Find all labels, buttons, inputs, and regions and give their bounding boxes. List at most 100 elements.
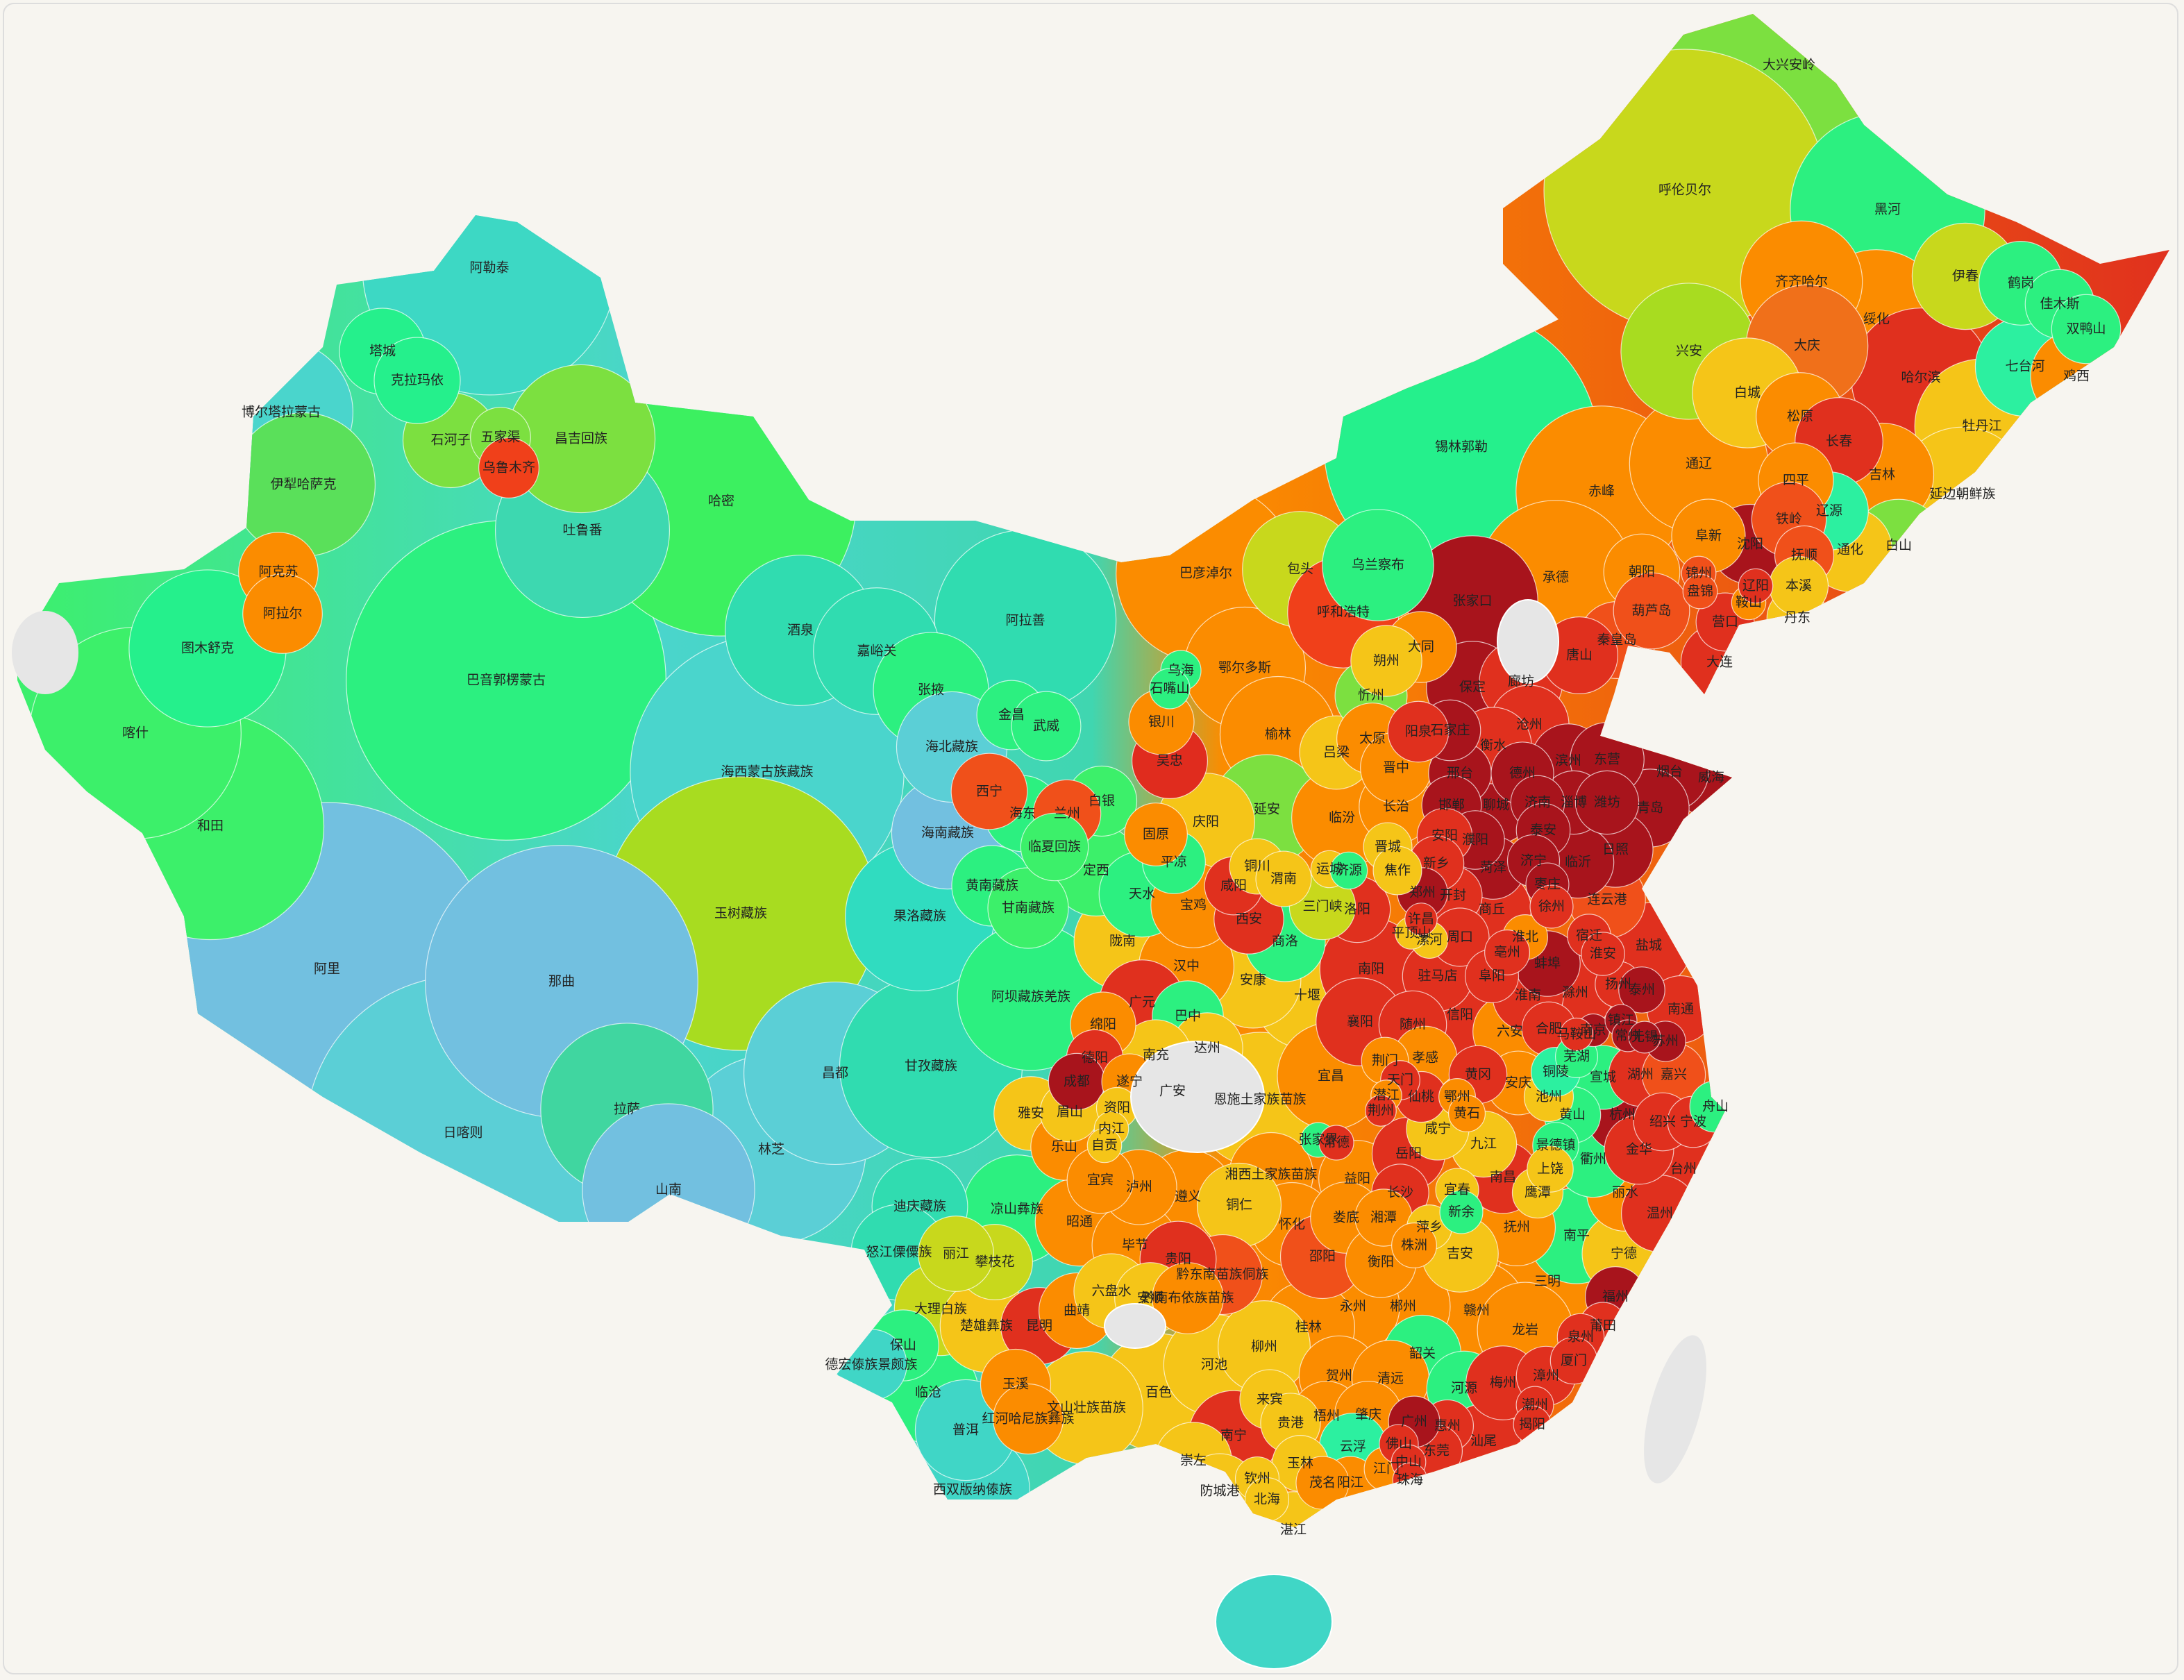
- region-label: 漳州: [1533, 1368, 1559, 1384]
- region-label: 定西: [1083, 863, 1109, 878]
- region-label: 韶关: [1409, 1346, 1436, 1361]
- region-label: 烟台: [1656, 764, 1683, 780]
- region-label: 淮北: [1512, 930, 1538, 945]
- region-label: 阜新: [1695, 528, 1722, 544]
- region-label: 西安: [1236, 912, 1262, 927]
- region: [1738, 568, 1774, 604]
- region-label: 苏州: [1652, 1034, 1679, 1049]
- region-label: 辽阳: [1742, 578, 1769, 594]
- region-label: 嘉峪关: [857, 644, 896, 659]
- region-label: 银川: [1148, 714, 1175, 730]
- region-label: 德宏傣族景颇族: [825, 1357, 917, 1372]
- region-label: 永州: [1340, 1299, 1366, 1314]
- region: [1086, 1127, 1123, 1164]
- region-label: 黄南藏族: [966, 878, 1018, 893]
- region: [1613, 572, 1690, 650]
- region: [1529, 884, 1574, 929]
- region-label: 扬州: [1605, 977, 1631, 992]
- region-label: 哈密: [708, 494, 734, 509]
- region-label: 咸阳: [1220, 878, 1247, 893]
- region-label: 乌海: [1168, 663, 1194, 678]
- region: [1322, 509, 1434, 621]
- region-label: 黑河: [1874, 202, 1901, 217]
- region-label: 孝感: [1412, 1050, 1438, 1066]
- region-label: 阿勒泰: [469, 260, 509, 276]
- region-label: 襄阳: [1347, 1014, 1373, 1030]
- region-label: 湘西土家族苗族: [1225, 1167, 1317, 1182]
- region-label: 牡丹江: [1962, 419, 2001, 434]
- region: [992, 1383, 1064, 1455]
- region-label: 恩施土家族苗族: [1213, 1092, 1306, 1107]
- region-label: 上饶: [1537, 1161, 1563, 1177]
- no-data-area: [1497, 599, 1559, 684]
- region-label: 朔州: [1373, 653, 1400, 669]
- region-label: 山南: [655, 1182, 682, 1198]
- region-label: 承德: [1543, 570, 1569, 585]
- region-label: 朝阳: [1629, 564, 1655, 580]
- region-label: 广州: [1401, 1414, 1427, 1429]
- region-label: 宿迁: [1576, 928, 1602, 943]
- region: [1255, 850, 1312, 907]
- region-label: 延安: [1254, 802, 1280, 817]
- region-label: 巴音郭楞蒙古: [467, 673, 546, 688]
- region-label: 衢州: [1580, 1152, 1606, 1167]
- region-label: 唐山: [1566, 648, 1593, 663]
- region-label: 博尔塔拉蒙古: [242, 405, 321, 420]
- region: [1574, 770, 1640, 835]
- region-label: 新余: [1448, 1204, 1475, 1220]
- region-label: 乌鲁木齐: [482, 460, 535, 476]
- region-label: 乌兰察布: [1352, 557, 1404, 573]
- region-label: 盐城: [1636, 938, 1662, 953]
- region-label: 淮南: [1515, 988, 1541, 1003]
- region-label: 林芝: [758, 1142, 784, 1157]
- region-label: 焦作: [1384, 863, 1411, 878]
- region-label: 濮阳: [1462, 832, 1488, 848]
- region-label: 茂名: [1309, 1475, 1336, 1490]
- region-label: 娄底: [1333, 1210, 1359, 1225]
- region-label: 铜陵: [1543, 1064, 1569, 1080]
- region-layer: [17, 14, 2169, 1527]
- region-label: 怒江傈僳族: [866, 1245, 932, 1260]
- region-label: 江门: [1373, 1461, 1400, 1477]
- region-label: 曲靖: [1064, 1303, 1090, 1318]
- region-label: 渭南: [1270, 871, 1297, 887]
- region-label: 玉林: [1287, 1456, 1313, 1471]
- region-label: 厦门: [1561, 1353, 1587, 1368]
- region-label: 长春: [1826, 434, 1852, 449]
- region-label: 大兴安岭: [1763, 58, 1815, 73]
- region-label: 鞍山: [1736, 595, 1762, 610]
- region-label: 兰州: [1054, 806, 1080, 821]
- region-label: 广元: [1129, 995, 1155, 1010]
- region-label: 吕梁: [1323, 745, 1350, 760]
- region: [1628, 1020, 1661, 1054]
- region: [373, 337, 461, 424]
- region-label: 海北藏族: [925, 739, 978, 755]
- region-label: 抚州: [1504, 1220, 1530, 1235]
- region-label: 梅州: [1490, 1375, 1516, 1391]
- region-label: 许昌: [1408, 912, 1434, 927]
- region-label: 莆田: [1590, 1318, 1616, 1334]
- region-label: 张掖: [918, 682, 944, 698]
- region-label: 滨州: [1555, 753, 1581, 768]
- region-label: 阿拉尔: [262, 606, 302, 621]
- region-label: 榆林: [1265, 727, 1291, 742]
- region-label: 武威: [1033, 719, 1059, 734]
- region-label: 河池: [1201, 1357, 1227, 1372]
- region-label: 宜春: [1444, 1182, 1470, 1198]
- region-label: 甘南藏族: [1002, 900, 1055, 916]
- region-label: 延边朝鲜族: [1929, 487, 1995, 502]
- region-label: 梧州: [1313, 1409, 1340, 1424]
- region-label: 五家渠: [480, 430, 520, 445]
- region-label: 昆明: [1026, 1318, 1052, 1334]
- region-label: 齐齐哈尔: [1775, 274, 1828, 289]
- region-label: 呼和浩特: [1317, 605, 1370, 620]
- region-label: 张家口: [1452, 594, 1492, 609]
- region-label: 玉溪: [1002, 1377, 1029, 1392]
- region-label: 内江: [1098, 1121, 1125, 1136]
- region-label: 常德: [1323, 1135, 1350, 1150]
- region-label: 池州: [1536, 1089, 1562, 1104]
- region-label: 酒泉: [787, 623, 814, 638]
- region-label: 丽水: [1612, 1185, 1638, 1200]
- region-label: 南京: [1580, 1023, 1606, 1038]
